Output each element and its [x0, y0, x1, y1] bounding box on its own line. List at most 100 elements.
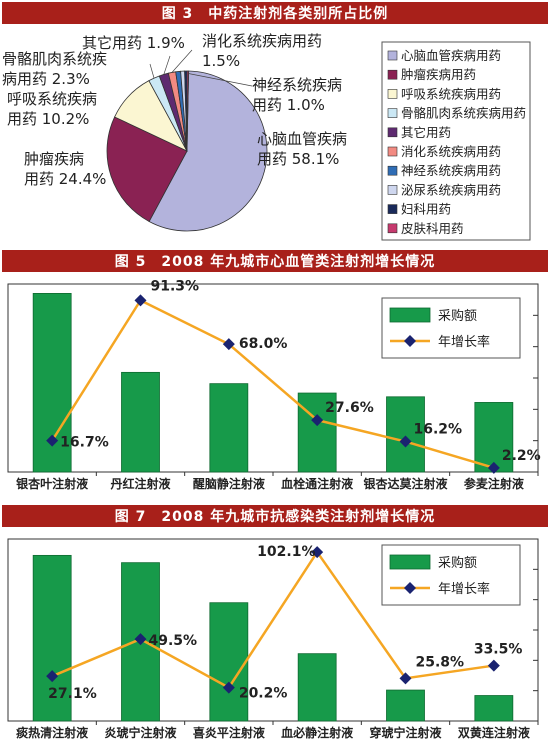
- bar: [209, 383, 249, 473]
- legend-swatch: [387, 165, 398, 176]
- growth-line: [51, 549, 495, 690]
- growth-point: [134, 633, 147, 646]
- legend-swatch: [389, 307, 431, 323]
- legend-label: 采购额: [438, 555, 477, 571]
- slice-label: 1.5%: [202, 52, 240, 70]
- growth-point: [399, 435, 412, 448]
- growth-point: [311, 546, 324, 559]
- growth-point: [46, 434, 59, 447]
- slice-label: 用药 10.2%: [7, 110, 89, 128]
- legend-label: 其它用药: [401, 125, 451, 140]
- slice-label: 病用药 2.3%: [2, 70, 90, 88]
- slice-label: 神经系统疾病: [252, 76, 342, 94]
- legend-swatch: [387, 89, 398, 99]
- bar: [32, 554, 72, 722]
- legend-swatch: [387, 146, 398, 157]
- legend-swatch: [387, 108, 398, 118]
- legend-label: 呼吸系统疾病用药: [401, 86, 501, 101]
- growth-point: [487, 659, 500, 672]
- leader-line: [178, 71, 253, 87]
- legend-label: 骨骼肌肉系统疾病用药: [401, 106, 526, 121]
- chart-title-banner: 图 7 2008 年九城市抗感染类注射剂增长情况: [2, 505, 548, 527]
- slice-label: 消化系统疾病用药: [202, 32, 322, 50]
- legend-swatch: [387, 50, 398, 61]
- leader-line: [163, 55, 171, 75]
- category-label: 银杏叶注射液: [16, 476, 88, 491]
- pie-slice: [106, 116, 188, 223]
- category-label: 穿琥宁注射液: [369, 725, 441, 740]
- legend-marker: [404, 335, 416, 347]
- legend-box: [381, 41, 531, 241]
- slice-label: 呼吸系统疾病: [7, 90, 97, 108]
- growth-data-label: 16.2%: [414, 422, 463, 438]
- growth-line: [51, 298, 495, 470]
- pie-chart-panel: 心脑血管疾病 用药 58.1% 肿瘤疾病 用药 24.4% 呼吸系统疾病 用药 10.2%…: [2, 26, 548, 244]
- legend-swatch: [387, 69, 398, 80]
- category-label: 喜炎平注射液: [193, 725, 265, 740]
- growth-data-label: 2.2%: [502, 448, 541, 464]
- growth-point: [487, 461, 500, 474]
- leader-line: [171, 49, 193, 73]
- category-label: 银杏达莫注射液: [363, 476, 447, 491]
- growth-point: [134, 294, 147, 307]
- chart-title-banner: 图 5 2008 年九城市心血管类注射剂增长情况: [2, 250, 548, 272]
- growth-data-label: 25.8%: [416, 654, 465, 670]
- growth-data-label: 102.1%: [257, 544, 315, 560]
- legend-label: 泌尿系统疾病用药: [401, 182, 501, 197]
- chart-title-banner: 图 3 中药注射剂各类别所占比例: [2, 2, 548, 24]
- legend-label: 采购额: [438, 308, 477, 324]
- bar: [297, 653, 337, 722]
- legend-label: 神经系统疾病用药: [401, 163, 501, 178]
- bar: [474, 695, 514, 722]
- legend-swatch: [387, 185, 398, 195]
- legend-marker: [404, 582, 416, 594]
- growth-point: [399, 672, 412, 685]
- anti-infection-chart-panel: 痰热清注射液 炎琥宁注射液 喜炎平注射液 血必静注射液 穿琥宁注射液 双黄连注射液 27.1…: [2, 529, 548, 748]
- slice-label: 其它用药 1.9%: [82, 34, 185, 52]
- category-label: 双黄连注射液: [458, 725, 530, 740]
- slice-label: 骨骼肌肉系统疾: [2, 50, 107, 68]
- anti-infection-growth-chart: 痰热清注射液 炎琥宁注射液 喜炎平注射液 血必静注射液 穿琥宁注射液 双黄连注射液 27.1…: [7, 538, 539, 740]
- growth-data-label: 20.2%: [239, 686, 288, 702]
- growth-point: [222, 681, 235, 694]
- leader-line: [149, 63, 155, 79]
- growth-point: [222, 338, 235, 351]
- growth-data-label: 27.1%: [48, 686, 97, 702]
- bar: [209, 602, 249, 722]
- slice-label: 心脑血管疾病: [257, 130, 347, 148]
- growth-data-label: 16.7%: [60, 435, 109, 451]
- category-label: 血栓通注射液: [281, 476, 353, 491]
- bar: [386, 396, 425, 473]
- legend-swatch: [389, 554, 431, 570]
- category-label: 痰热清注射液: [16, 725, 88, 740]
- legend-swatch: [387, 127, 398, 138]
- pie-chart: 心脑血管疾病用药 58.1% 肿瘤疾病用药 24.4% 呼吸系统疾病用药 10.2%…: [2, 32, 531, 241]
- growth-point: [46, 670, 59, 683]
- cardio-chart-panel: 银杏叶注射液 丹红注射液 醒脑静注射液 血栓通注射液 银杏达莫注射液 参麦注射液 16.7%…: [2, 274, 548, 500]
- legend-label: 皮肤科用药: [401, 221, 464, 236]
- pie-slice: [186, 70, 190, 152]
- category-label: 血必静注射液: [281, 725, 353, 740]
- legend-label: 妇科用药: [401, 202, 451, 217]
- legend-swatch: [387, 223, 398, 234]
- cardio-growth-chart: 银杏叶注射液 丹红注射液 醒脑静注射液 血栓通注射液 银杏达莫注射液 参麦注射液 16.7%…: [7, 278, 541, 491]
- legend-label: 心脑血管疾病用药: [401, 48, 501, 63]
- growth-data-label: 68.0%: [239, 336, 288, 352]
- slice-label: 用药 58.1%: [257, 150, 339, 168]
- legend-swatch: [387, 204, 398, 214]
- growth-data-label: 49.5%: [149, 633, 198, 649]
- legend-label: 消化系统疾病用药: [401, 144, 501, 159]
- bar: [297, 392, 337, 473]
- slice-label: 用药 1.0%: [252, 96, 325, 114]
- legend-label: 年增长率: [438, 334, 490, 350]
- legend-label: 年增长率: [438, 581, 490, 597]
- slice-label: 肿瘤疾病: [24, 150, 84, 168]
- category-label: 醒脑静注射液: [193, 476, 265, 491]
- category-label: 炎琥宁注射液: [104, 725, 176, 740]
- category-label: 丹红注射液: [110, 476, 170, 491]
- growth-point: [311, 414, 324, 427]
- legend-label: 肿瘤疾病用药: [401, 67, 476, 82]
- bar: [121, 371, 160, 473]
- growth-data-label: 27.6%: [325, 400, 374, 416]
- category-label: 参麦注射液: [464, 476, 524, 491]
